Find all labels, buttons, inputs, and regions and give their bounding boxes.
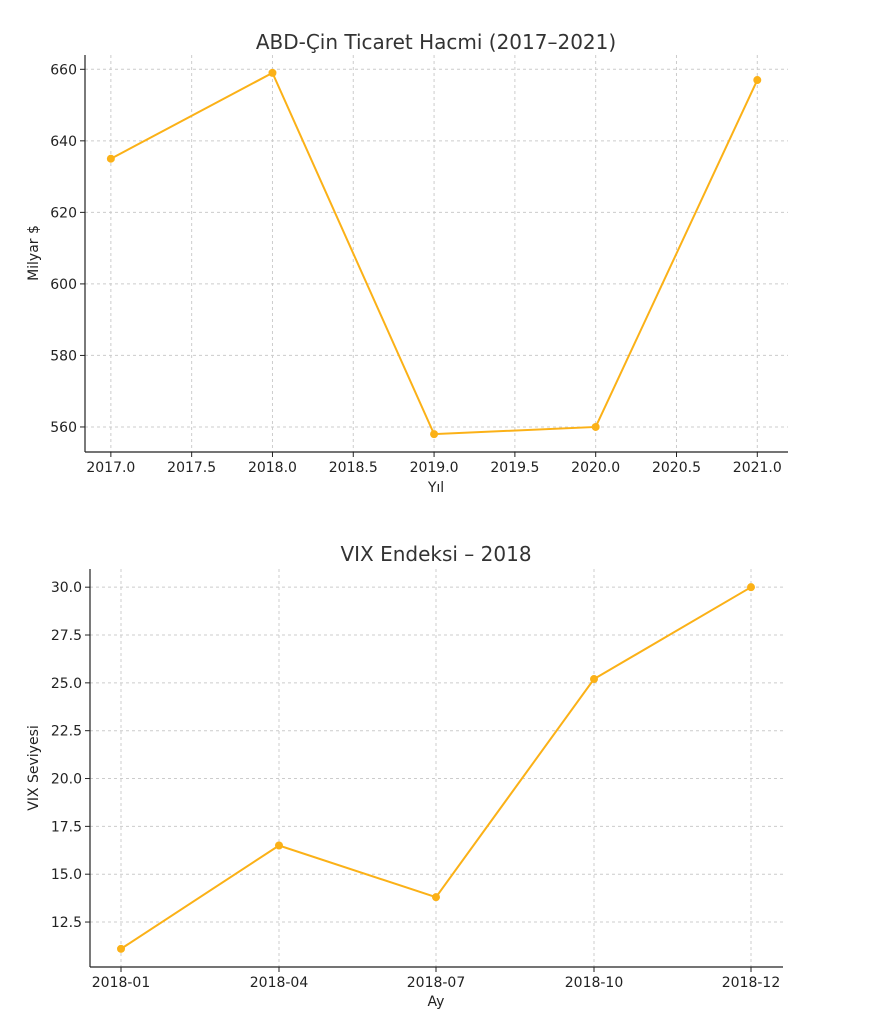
y-axis-label: Milyar $	[26, 225, 42, 281]
vix-chart: VIX Endeksi – 2018 2018-01 2018-04 2018-07…	[26, 542, 783, 1010]
y-axis-label: VIX Seviyesi	[26, 725, 42, 811]
y-tick-label: 22.5	[51, 724, 82, 740]
x-axis-label: Ay	[428, 994, 445, 1010]
x-tick-label: 2020.5	[652, 460, 701, 476]
series	[117, 583, 755, 953]
data-point	[117, 944, 125, 953]
data-point	[275, 841, 283, 850]
chart-title: VIX Endeksi – 2018	[340, 542, 531, 566]
y-tick-label: 12.5	[51, 915, 82, 931]
y-tick-label: 25.0	[51, 676, 82, 692]
data-point	[753, 76, 762, 85]
x-tick-label: 2018-12	[722, 975, 781, 991]
y-tick-label: 20.0	[51, 772, 82, 788]
x-tick-label: 2019.0	[410, 460, 459, 476]
x-tick-label: 2018-07	[407, 975, 466, 991]
x-tick-label: 2018-10	[565, 975, 624, 991]
trade-volume-chart: ABD-Çin Ticaret Hacmi (2017–2021) 2017.0…	[26, 30, 788, 496]
y-tick-label: 17.5	[51, 819, 82, 835]
x-tick-label: 2017.0	[86, 460, 135, 476]
data-point	[591, 422, 600, 431]
chart-title: ABD-Çin Ticaret Hacmi (2017–2021)	[256, 30, 616, 54]
x-tick-label: 2019.5	[490, 460, 539, 476]
y-tick-label: 640	[50, 134, 77, 150]
y-tick-label: 560	[50, 420, 77, 436]
data-point	[590, 675, 598, 684]
x-tick-label: 2017.5	[167, 460, 216, 476]
data-point	[430, 430, 439, 439]
y-tick-label: 15.0	[51, 867, 82, 883]
data-point	[268, 68, 277, 77]
x-tick-label: 2021.0	[733, 460, 782, 476]
x-tick-label: 2018.0	[248, 460, 297, 476]
data-point	[747, 583, 755, 592]
y-tick-label: 30.0	[51, 580, 82, 596]
x-axis-label: Yıl	[427, 480, 444, 496]
ticks: 2017.0 2017.5 2018.0 2018.5 2019.0 2019.5 2020…	[50, 62, 782, 476]
x-tick-label: 2018-04	[250, 975, 309, 991]
data-point	[106, 154, 115, 163]
y-tick-label: 660	[50, 62, 77, 78]
y-tick-label: 620	[50, 205, 77, 221]
x-tick-label: 2018-01	[92, 975, 151, 991]
ticks: 2018-01 2018-04 2018-07 2018-10 2018-12 12.5 1…	[51, 580, 780, 991]
y-tick-label: 580	[50, 348, 77, 364]
grid	[85, 55, 788, 452]
data-point	[432, 893, 440, 902]
y-tick-label: 600	[50, 277, 77, 293]
x-tick-label: 2018.5	[329, 460, 378, 476]
x-tick-label: 2020.0	[571, 460, 620, 476]
y-tick-label: 27.5	[51, 628, 82, 644]
series	[106, 68, 762, 439]
